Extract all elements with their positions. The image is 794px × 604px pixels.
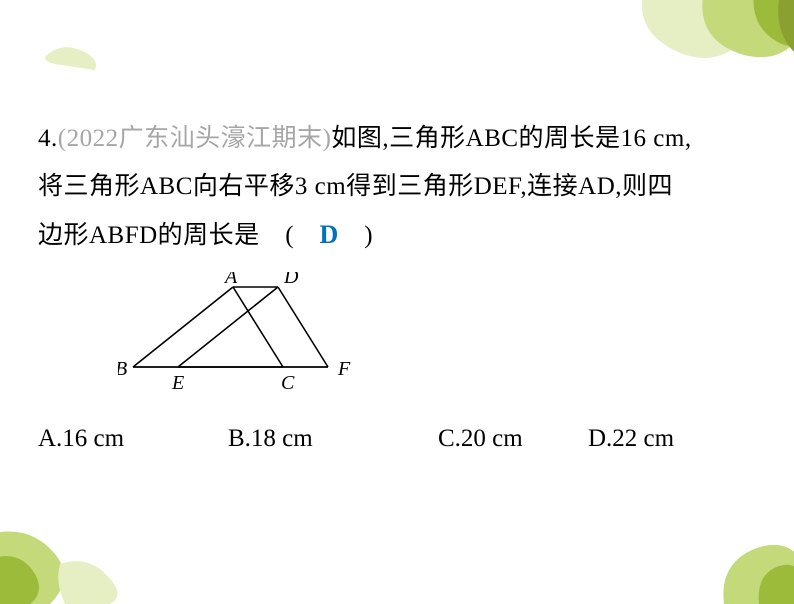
question-text-3a: 边形ABFD的周长是 ( [38, 222, 320, 249]
question-line-1: 4.(2022广东汕头濠江期末)如图,三角形ABC的周长是16 cm, [38, 115, 758, 163]
question-line-3: 边形ABFD的周长是 ( D ) [38, 211, 758, 260]
svg-text:E: E [171, 372, 184, 392]
leaf-decoration-bottom-left [0, 504, 140, 604]
svg-text:D: D [283, 272, 299, 288]
option-b: B.18 cm [228, 425, 438, 453]
question-source: (2022广东汕头濠江期末) [58, 125, 332, 152]
option-a: A.16 cm [38, 425, 228, 453]
question-content: 4.(2022广东汕头濠江期末)如图,三角形ABC的周长是16 cm, 将三角形… [38, 115, 758, 453]
question-text-3b: ) [339, 222, 373, 249]
option-d: D.22 cm [588, 425, 674, 453]
leaf-decoration-top-right [584, 0, 794, 120]
answer-letter: D [320, 220, 339, 249]
triangle-diagram: A B C D E F [118, 272, 378, 392]
leaf-decoration-bottom-right [684, 504, 794, 604]
svg-text:F: F [337, 358, 351, 380]
option-c: C.20 cm [438, 425, 588, 453]
svg-text:C: C [281, 372, 295, 392]
question-line-2: 将三角形ABC向右平移3 cm得到三角形DEF,连接AD,则四 [38, 163, 758, 211]
svg-text:A: A [223, 272, 238, 288]
question-text-1: 如图,三角形ABC的周长是16 cm, [331, 125, 691, 152]
options-row: A.16 cm B.18 cm C.20 cm D.22 cm [38, 425, 758, 453]
leaf-decoration-top-left [45, 42, 105, 72]
svg-text:B: B [118, 358, 127, 380]
question-number: 4. [38, 125, 58, 152]
